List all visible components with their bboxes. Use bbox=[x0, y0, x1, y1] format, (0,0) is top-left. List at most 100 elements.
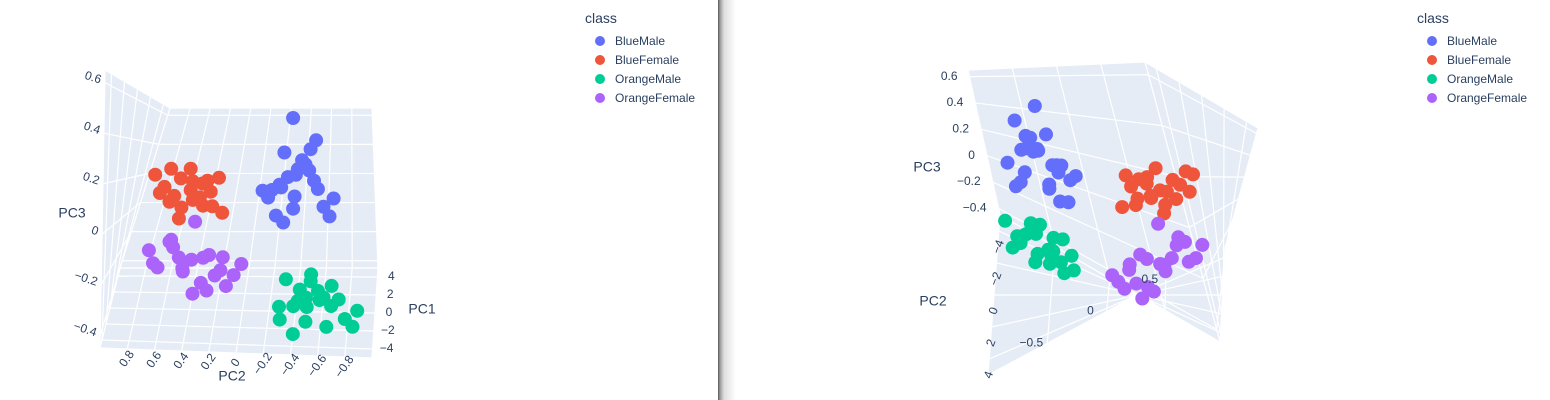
data-point-orangefemale[interactable] bbox=[1135, 291, 1150, 306]
data-point-orangemale[interactable] bbox=[1053, 255, 1068, 270]
data-point-orangemale[interactable] bbox=[1057, 266, 1072, 281]
legend-item-bluefemale[interactable]: BlueFemale bbox=[583, 50, 695, 69]
data-point-bluemale[interactable] bbox=[286, 111, 301, 125]
legend-item-bluemale[interactable]: BlueMale bbox=[583, 31, 695, 50]
data-point-bluemale[interactable] bbox=[1008, 179, 1023, 194]
data-point-orangefemale[interactable] bbox=[184, 252, 199, 267]
data-point-bluefemale[interactable] bbox=[1148, 161, 1163, 176]
data-point-bluefemale[interactable] bbox=[173, 171, 188, 186]
data-point-orangemale[interactable] bbox=[1064, 248, 1079, 263]
data-point-bluemale[interactable] bbox=[276, 215, 291, 230]
data-point-orangemale[interactable] bbox=[345, 319, 360, 334]
data-point-bluefemale[interactable] bbox=[183, 161, 198, 176]
data-point-bluemale[interactable] bbox=[261, 190, 276, 205]
data-point-orangemale[interactable] bbox=[998, 213, 1013, 228]
data-point-orangemale[interactable] bbox=[350, 303, 365, 318]
data-point-bluefemale[interactable] bbox=[203, 184, 218, 199]
data-point-bluefemale[interactable] bbox=[185, 192, 200, 207]
data-point-bluemale[interactable] bbox=[1039, 127, 1053, 142]
data-point-orangefemale[interactable] bbox=[175, 264, 190, 279]
data-point-orangemale[interactable] bbox=[303, 274, 318, 289]
data-point-orangemale[interactable] bbox=[299, 300, 314, 315]
data-point-bluemale[interactable] bbox=[277, 145, 292, 160]
data-point-bluefemale[interactable] bbox=[1139, 176, 1154, 191]
data-point-orangefemale[interactable] bbox=[1151, 216, 1166, 231]
data-point-bluemale[interactable] bbox=[287, 189, 302, 204]
data-point-bluemale[interactable] bbox=[1014, 142, 1029, 157]
data-point-orangefemale[interactable] bbox=[1139, 252, 1154, 266]
data-point-orangemale[interactable] bbox=[285, 327, 300, 342]
data-point-bluefemale[interactable] bbox=[1115, 200, 1130, 215]
data-point-orangemale[interactable] bbox=[1028, 255, 1043, 270]
data-point-bluemale[interactable] bbox=[1051, 165, 1066, 180]
legend-item-orangemale[interactable]: OrangeMale bbox=[1415, 69, 1527, 88]
data-point-orangefemale[interactable] bbox=[196, 250, 211, 265]
data-point-bluemale[interactable] bbox=[1042, 181, 1057, 196]
data-point-orangemale[interactable] bbox=[272, 312, 287, 327]
data-point-orangemale[interactable] bbox=[312, 293, 327, 307]
legend-item-bluemale[interactable]: BlueMale bbox=[1415, 31, 1527, 50]
data-point-bluefemale[interactable] bbox=[164, 161, 179, 176]
data-point-orangefemale[interactable] bbox=[199, 283, 214, 298]
data-point-orangefemale[interactable] bbox=[207, 268, 222, 283]
data-point-orangefemale[interactable] bbox=[1122, 262, 1137, 277]
data-point-bluemale[interactable] bbox=[303, 142, 318, 157]
data-point-orangefemale[interactable] bbox=[188, 214, 203, 229]
data-point-bluefemale[interactable] bbox=[215, 205, 230, 220]
data-point-bluefemale[interactable] bbox=[1118, 168, 1133, 183]
data-point-orangefemale[interactable] bbox=[215, 250, 230, 265]
plot-panel-right[interactable]: 0.6 0.4 0.2 0 −0.2 −0.4 −0.5 0 0.5 4 2 0 −2 −4 PC3 PC2 … bbox=[720, 0, 1550, 400]
data-point-orangemale[interactable] bbox=[324, 299, 339, 313]
data-point-bluefemale[interactable] bbox=[171, 211, 186, 226]
data-point-orangefemale[interactable] bbox=[1117, 281, 1132, 296]
data-point-bluemale[interactable] bbox=[286, 201, 301, 216]
data-point-bluefemale[interactable] bbox=[205, 199, 220, 214]
data-point-orangemale[interactable] bbox=[1005, 240, 1020, 255]
data-point-orangemale[interactable] bbox=[319, 319, 334, 334]
data-point-bluemale[interactable] bbox=[1061, 195, 1076, 210]
data-point-bluefemale[interactable] bbox=[148, 167, 163, 182]
data-point-bluefemale[interactable] bbox=[1144, 191, 1159, 206]
data-point-bluefemale[interactable] bbox=[1169, 192, 1184, 207]
data-point-bluemale[interactable] bbox=[310, 182, 325, 196]
data-point-bluefemale[interactable] bbox=[1173, 177, 1188, 192]
data-point-orangefemale[interactable] bbox=[150, 260, 165, 275]
data-point-orangefemale[interactable] bbox=[234, 257, 249, 271]
data-point-bluefemale[interactable] bbox=[1186, 167, 1200, 182]
data-point-orangefemale[interactable] bbox=[141, 243, 156, 258]
data-point-bluefemale[interactable] bbox=[1182, 184, 1197, 199]
data-point-orangemale[interactable] bbox=[286, 299, 301, 314]
data-point-bluefemale[interactable] bbox=[1124, 179, 1139, 194]
data-point-bluefemale[interactable] bbox=[212, 170, 226, 185]
data-point-bluemale[interactable] bbox=[1026, 144, 1041, 159]
data-point-orangefemale[interactable] bbox=[1181, 254, 1196, 269]
data-point-bluemale[interactable] bbox=[322, 209, 337, 224]
data-point-bluemale[interactable] bbox=[1027, 99, 1042, 113]
data-point-orangefemale[interactable] bbox=[218, 279, 233, 294]
data-point-bluemale[interactable] bbox=[1000, 155, 1015, 170]
scatter3d-left[interactable]: 0.60.40.20−0.2−0.40.8 0.6 0.4 0.2 0 −0.2 −0.4−… bbox=[0, 0, 720, 400]
data-point-orangefemale[interactable] bbox=[1195, 237, 1210, 252]
data-point-bluefemale[interactable] bbox=[174, 200, 189, 215]
data-point-orangemale[interactable] bbox=[278, 272, 293, 287]
legend-item-orangefemale[interactable]: OrangeFemale bbox=[1415, 88, 1527, 107]
data-point-bluefemale[interactable] bbox=[162, 194, 177, 209]
data-point-bluefemale[interactable] bbox=[1157, 206, 1172, 221]
data-point-orangemale[interactable] bbox=[272, 299, 286, 314]
legend-item-bluefemale[interactable]: BlueFemale bbox=[1415, 50, 1527, 69]
data-point-orangefemale[interactable] bbox=[171, 250, 186, 265]
data-point-orangemale[interactable] bbox=[1042, 256, 1057, 271]
data-point-bluefemale[interactable] bbox=[1128, 198, 1143, 213]
data-point-orangemale[interactable] bbox=[298, 314, 313, 329]
legend-item-orangemale[interactable]: OrangeMale bbox=[583, 69, 695, 88]
data-point-orangemale[interactable] bbox=[324, 278, 339, 293]
legend-item-orangefemale[interactable]: OrangeFemale bbox=[583, 88, 695, 107]
data-point-orangefemale[interactable] bbox=[185, 286, 200, 301]
data-point-orangefemale[interactable] bbox=[1146, 284, 1161, 299]
data-point-bluefemale[interactable] bbox=[152, 186, 167, 200]
data-point-orangefemale[interactable] bbox=[166, 240, 181, 255]
data-point-bluemale[interactable] bbox=[1063, 173, 1078, 188]
data-point-orangefemale[interactable] bbox=[1169, 238, 1184, 253]
plot-panel-left[interactable]: 0.6 0.4 0.2 0 −0.2 −0.4 0.8 0.6 0.4 0.2 0 −0.2 −0.4−… bbox=[0, 0, 720, 400]
data-point-bluemale[interactable] bbox=[326, 191, 341, 206]
